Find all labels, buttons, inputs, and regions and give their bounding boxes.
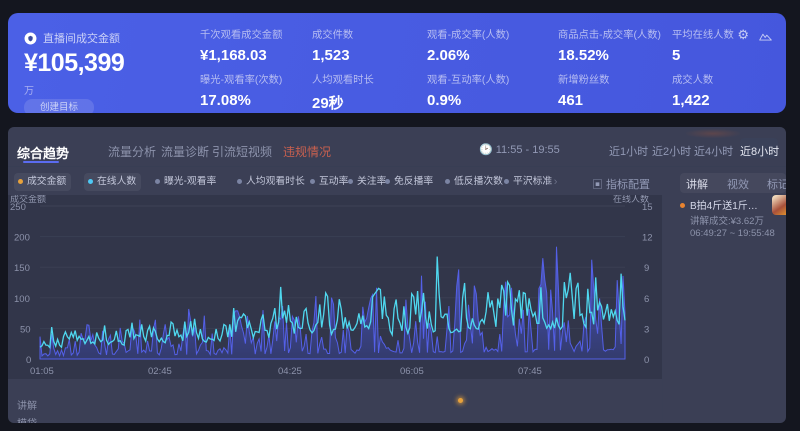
svg-text:0: 0 <box>26 355 31 366</box>
svg-text:3: 3 <box>644 324 649 335</box>
svg-text:200: 200 <box>14 233 30 244</box>
svg-text:9: 9 <box>644 263 649 274</box>
svg-text:04:25: 04:25 <box>278 366 302 377</box>
svg-text:07:45: 07:45 <box>518 366 542 377</box>
svg-text:15: 15 <box>642 202 653 213</box>
svg-text:50: 50 <box>20 324 31 335</box>
svg-text:02:45: 02:45 <box>148 366 172 377</box>
svg-text:250: 250 <box>10 202 26 213</box>
svg-text:0: 0 <box>644 355 649 366</box>
svg-text:6: 6 <box>644 294 649 305</box>
svg-text:06:05: 06:05 <box>400 366 424 377</box>
svg-text:01:05: 01:05 <box>30 366 54 377</box>
svg-text:100: 100 <box>14 294 30 305</box>
svg-text:12: 12 <box>642 233 653 244</box>
svg-text:150: 150 <box>14 263 30 274</box>
